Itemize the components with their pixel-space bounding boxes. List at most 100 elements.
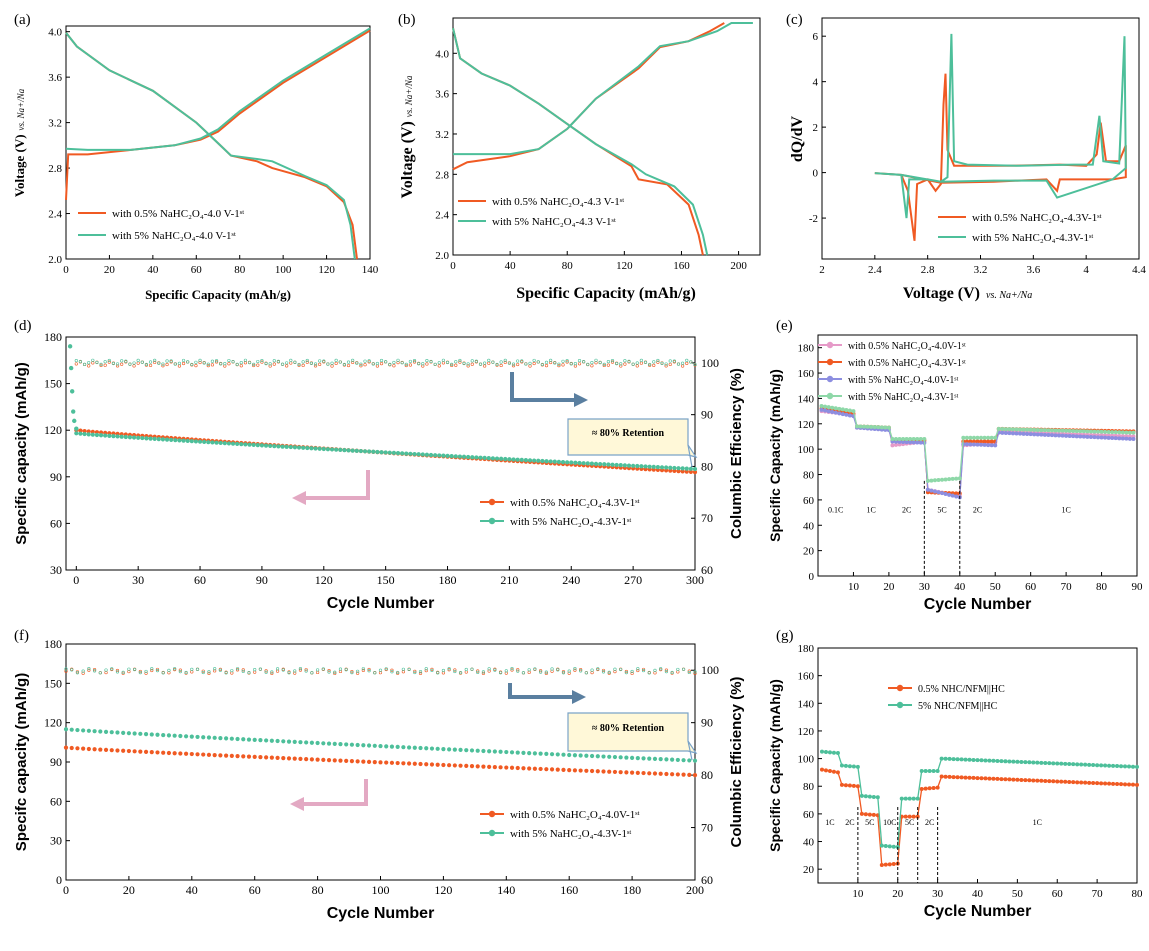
panel-label-g: (g) (776, 628, 794, 644)
efficiency-point-d (252, 362, 256, 366)
x-tick-label-e: 90 (1132, 581, 1144, 593)
efficiency-point-d (664, 364, 668, 368)
y-tick-label-g: 120 (798, 726, 815, 738)
capacity-point-f (161, 732, 166, 738)
efficiency-point-d (384, 360, 388, 364)
series-line-g (877, 797, 883, 846)
capacity-point-d (367, 449, 372, 454)
efficiency-point-d (363, 359, 367, 363)
capacity-point-d (404, 451, 409, 456)
legend-f-0-label: with 0.5% NaHC₂O₄-4.0V-1ˢᵗ (510, 809, 640, 821)
efficiency-point-d (487, 361, 491, 365)
efficiency-point-d (87, 361, 91, 365)
efficiency-point-d (161, 364, 165, 368)
capacity-point-e (1131, 437, 1136, 442)
capacity-point-f (172, 733, 177, 738)
x-tick-label-b: 40 (505, 260, 517, 272)
x-tick-label-g: 60 (1052, 888, 1064, 900)
capacity-point-f (538, 751, 543, 756)
efficiency-point-d (309, 361, 314, 365)
efficiency-point-f (321, 667, 325, 671)
efficiency-point-d (103, 360, 107, 364)
efficiency-point-f (418, 671, 423, 675)
efficiency-point-f (464, 670, 468, 674)
legend-e-1-marker (826, 358, 834, 366)
efficiency-point-d (627, 359, 631, 363)
efficiency-point-d (462, 361, 466, 366)
efficiency-point-d (367, 359, 371, 363)
capacity-point-d (243, 442, 248, 447)
efficiency-point-d (668, 362, 672, 367)
x-tick-label-d: 60 (194, 573, 206, 587)
capacity-point-f (355, 759, 360, 764)
capacity-point-d (647, 464, 652, 469)
capacity-point-d (573, 460, 578, 465)
efficiency-point-d (219, 362, 223, 366)
capacity-point-d (688, 469, 693, 474)
y-tick-label-a: 2.8 (48, 163, 62, 175)
efficiency-point-f (230, 669, 234, 673)
y-tick-label-f: 60 (50, 794, 62, 808)
efficiency-point-f (150, 668, 154, 673)
x-tick-label-d: 0 (73, 573, 79, 587)
y-tick-label-c: 0 (813, 168, 819, 180)
capacity-point-d (371, 449, 376, 454)
efficiency-point-d (272, 359, 276, 363)
efficiency-point-f (447, 667, 451, 671)
efficiency-point-f (247, 671, 251, 675)
capacity-point-d (412, 451, 417, 457)
capacity-point-f (344, 742, 349, 747)
efficiency-point-d (169, 359, 173, 363)
efficiency-point-f (178, 668, 182, 672)
x-tick-label-c: 3.6 (1026, 264, 1040, 276)
capacity-point-f (378, 760, 383, 765)
series-a-0-discharge (65, 32, 358, 260)
efficiency-point-f (207, 671, 211, 675)
efficiency-point-d (99, 362, 103, 366)
y-axis-title-b-main: Voltage (V) (399, 121, 416, 198)
efficiency-point-d (656, 358, 660, 363)
capacity-point-d (445, 453, 450, 458)
x-tick-label-g: 80 (1132, 888, 1144, 900)
efficiency-point-d (676, 362, 681, 366)
efficiency-point-d (342, 362, 347, 367)
capacity-point-d (86, 432, 91, 437)
plot-frame-d (65, 336, 696, 571)
efficiency-point-f (127, 667, 131, 671)
efficiency-point-d (301, 363, 305, 367)
legend-e-3-label: with 5% NaHC₂O₄-4.3V-1ˢᵗ (848, 392, 958, 403)
capacity-point-f (692, 773, 698, 778)
efficiency-point-d (483, 364, 487, 368)
capacity-point-f (252, 754, 257, 759)
x-tick-label-f: 180 (623, 883, 641, 897)
efficiency-point-d (272, 362, 276, 366)
efficiency-point-f (659, 667, 663, 671)
x-tick-label-a: 120 (318, 264, 335, 276)
efficiency-point-f (264, 669, 268, 673)
efficiency-point-f (298, 668, 303, 672)
capacity-point-d (276, 444, 281, 449)
capacity-point-d (503, 456, 508, 462)
capacity-point-f (183, 734, 189, 739)
efficiency-point-d (161, 362, 165, 366)
efficiency-point-d (74, 359, 78, 363)
capacity-point-d (441, 453, 446, 458)
efficiency-point-d (478, 362, 483, 366)
capacity-point-f (435, 746, 440, 751)
efficiency-point-d (392, 364, 396, 368)
capacity-point-f (218, 736, 223, 741)
capacity-point-f (361, 759, 366, 764)
series-c-0 (874, 73, 1127, 241)
efficiency-point-d (681, 364, 685, 368)
efficiency-point-d (610, 360, 615, 364)
efficiency-point-f (287, 671, 291, 675)
capacity-point-f (275, 755, 280, 761)
capacity-point-f (281, 756, 286, 761)
capacity-point-d (292, 445, 298, 450)
capacity-point-f (441, 746, 446, 752)
y-tick-label-d: 60 (50, 516, 62, 530)
capacity-point-f (149, 732, 154, 737)
capacity-point-d (152, 436, 157, 441)
efficiency-point-f (235, 667, 240, 671)
rate-label-e: 1C (866, 506, 875, 515)
